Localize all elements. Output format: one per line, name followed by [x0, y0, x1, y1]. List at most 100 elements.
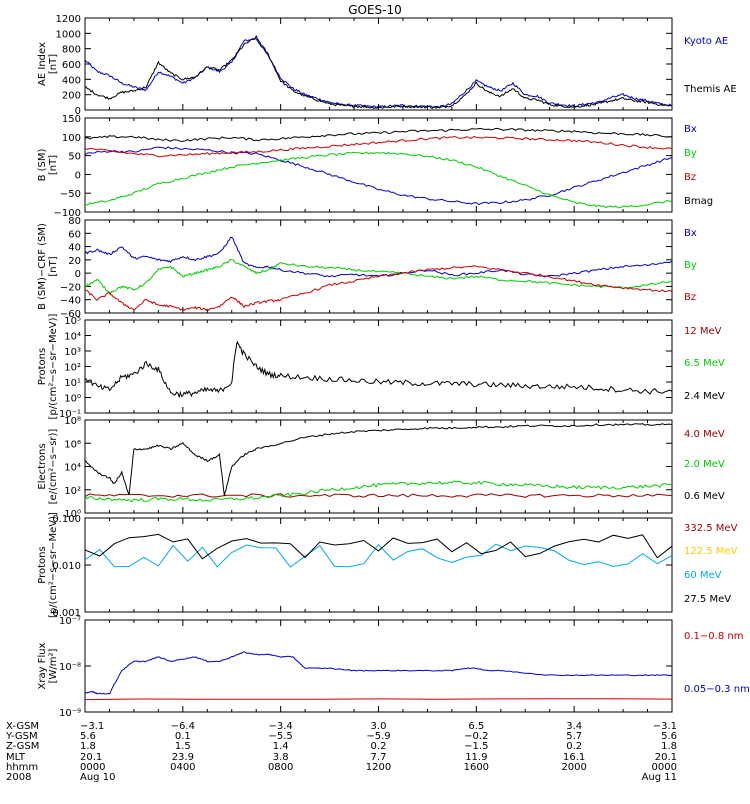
x-axis-row-label: Y-GSM	[5, 731, 38, 742]
series-line	[85, 423, 672, 497]
x-axis-tick-label: 0400	[170, 762, 195, 773]
y-tick-label: 800	[62, 45, 81, 56]
panel-frame	[84, 319, 673, 414]
x-axis-row-label: 2008	[6, 772, 31, 783]
legend-entry: Themis AE	[683, 84, 737, 95]
y-tick-label: 10¹	[64, 378, 81, 389]
x-axis-tick-label: 6.5	[468, 721, 484, 732]
y-tick-label: 0	[75, 269, 81, 280]
legend-entry: Kyoto AE	[684, 36, 728, 47]
x-axis-tick-label: 20.1	[80, 752, 102, 763]
y-axis-label: Protons	[37, 348, 48, 385]
chart-title: GOES-10	[348, 3, 402, 17]
y-axis-label: B (SM)−CRF (SM)	[37, 223, 48, 310]
y-tick-label: 0.001	[52, 608, 81, 619]
series-line	[85, 533, 672, 560]
y-tick-label: 0	[75, 170, 81, 181]
y-tick-label: 20	[68, 256, 81, 267]
panel-5	[84, 517, 673, 613]
series-line	[85, 543, 672, 568]
legend-entry: 4.0 MeV	[684, 429, 725, 440]
legend-entry: 0.6 MeV	[684, 491, 725, 502]
x-axis-tick-label: 0000	[80, 762, 105, 773]
series-line	[85, 146, 672, 206]
y-axis-label: [nT]	[48, 54, 59, 74]
y-tick-label: 10⁸	[64, 416, 81, 427]
legend-entry: 2.0 MeV	[684, 459, 725, 470]
x-axis-tick-label: 3.0	[371, 721, 387, 732]
y-tick-label: 1200	[56, 14, 81, 25]
y-tick-label: 200	[62, 91, 81, 102]
series-line	[85, 698, 672, 701]
x-axis-tick-label: 20.1	[655, 752, 677, 763]
x-axis-tick-label: −0.2	[464, 731, 488, 742]
series-line	[85, 151, 672, 209]
x-axis-tick-label: 5.6	[80, 731, 96, 742]
y-axis-label: [W/m²]	[48, 648, 59, 683]
y-tick-label: 40	[68, 243, 81, 254]
y-axis-label: Protons	[37, 546, 48, 583]
x-axis-tick-label: −5.9	[366, 731, 390, 742]
legend-entry: 12 MeV	[684, 326, 722, 337]
y-tick-label: −40	[60, 296, 81, 307]
x-axis-tick-label: 0.2	[371, 741, 387, 752]
legend-entry: 60 MeV	[684, 570, 722, 581]
y-tick-label: −100	[54, 208, 81, 219]
y-tick-label: 10⁻⁹	[59, 708, 81, 719]
x-axis-tick-label: 11.9	[465, 752, 487, 763]
legend-entry: 0.1−0.8 nm	[684, 631, 743, 642]
y-tick-label: 50	[68, 152, 81, 163]
x-axis-tick-label: −5.5	[269, 731, 293, 742]
x-axis-tick-label: 1.4	[273, 741, 289, 752]
y-tick-label: 400	[62, 75, 81, 86]
panel-1	[84, 117, 673, 213]
y-axis-label: [nT]	[48, 256, 59, 276]
legend-entry: Bx	[684, 228, 697, 239]
y-tick-label: 80	[68, 216, 81, 227]
x-axis-tick-label: 16.1	[563, 752, 585, 763]
panel-frame	[84, 419, 673, 514]
y-tick-label: 10⁴	[64, 463, 81, 474]
legend-entry: 0.05−0.3 nm	[684, 684, 750, 695]
x-axis-row-label: MLT	[6, 752, 26, 763]
legend-entry: Bx	[684, 124, 697, 135]
y-tick-label: 10³	[64, 347, 81, 358]
x-axis-tick-label: −3.1	[653, 721, 677, 732]
x-axis-tick-label: 5.6	[661, 731, 677, 742]
y-axis-label: Xray Flux	[37, 642, 48, 689]
y-axis-label: [nT]	[48, 155, 59, 175]
x-axis-tick-label: −3.1	[80, 721, 104, 732]
x-axis-tick-label: −3.4	[269, 721, 293, 732]
series-line	[85, 258, 672, 295]
series-line	[85, 480, 672, 503]
y-tick-label: 1000	[56, 29, 81, 40]
series-line	[85, 651, 672, 695]
y-tick-label: 150	[62, 114, 81, 125]
panel-0	[84, 17, 673, 111]
y-axis-label: AE Index	[37, 42, 48, 86]
legend-entry: Bz	[684, 292, 696, 303]
y-tick-label: −20	[60, 282, 81, 293]
x-axis-tick-label: 1.8	[661, 741, 677, 752]
y-tick-label: 10⁵	[64, 316, 81, 327]
x-axis-tick-label: 0.2	[566, 741, 582, 752]
legend-entry: Bmag	[684, 196, 713, 207]
series-line	[85, 135, 672, 158]
x-axis-row-label: Z-GSM	[6, 741, 39, 752]
legend-entry: 2.4 MeV	[684, 391, 725, 402]
y-tick-label: 10⁶	[64, 439, 81, 450]
y-tick-label: 600	[62, 60, 81, 71]
panel-frame	[84, 619, 673, 713]
y-axis-label: [p/(cm²−s−sr−MeV)]	[48, 313, 59, 419]
series-line	[85, 37, 672, 109]
y-tick-label: 0.100	[52, 514, 81, 525]
panel-frame	[84, 219, 673, 314]
y-tick-label: 10⁻¹	[59, 409, 81, 420]
panel-frame	[84, 17, 673, 111]
legend-entry: 6.5 MeV	[684, 358, 725, 369]
x-axis-tick-label: −6.4	[171, 721, 195, 732]
y-tick-label: 10⁴	[64, 332, 81, 343]
y-tick-label: 10²	[64, 486, 81, 497]
series-line	[85, 340, 672, 399]
